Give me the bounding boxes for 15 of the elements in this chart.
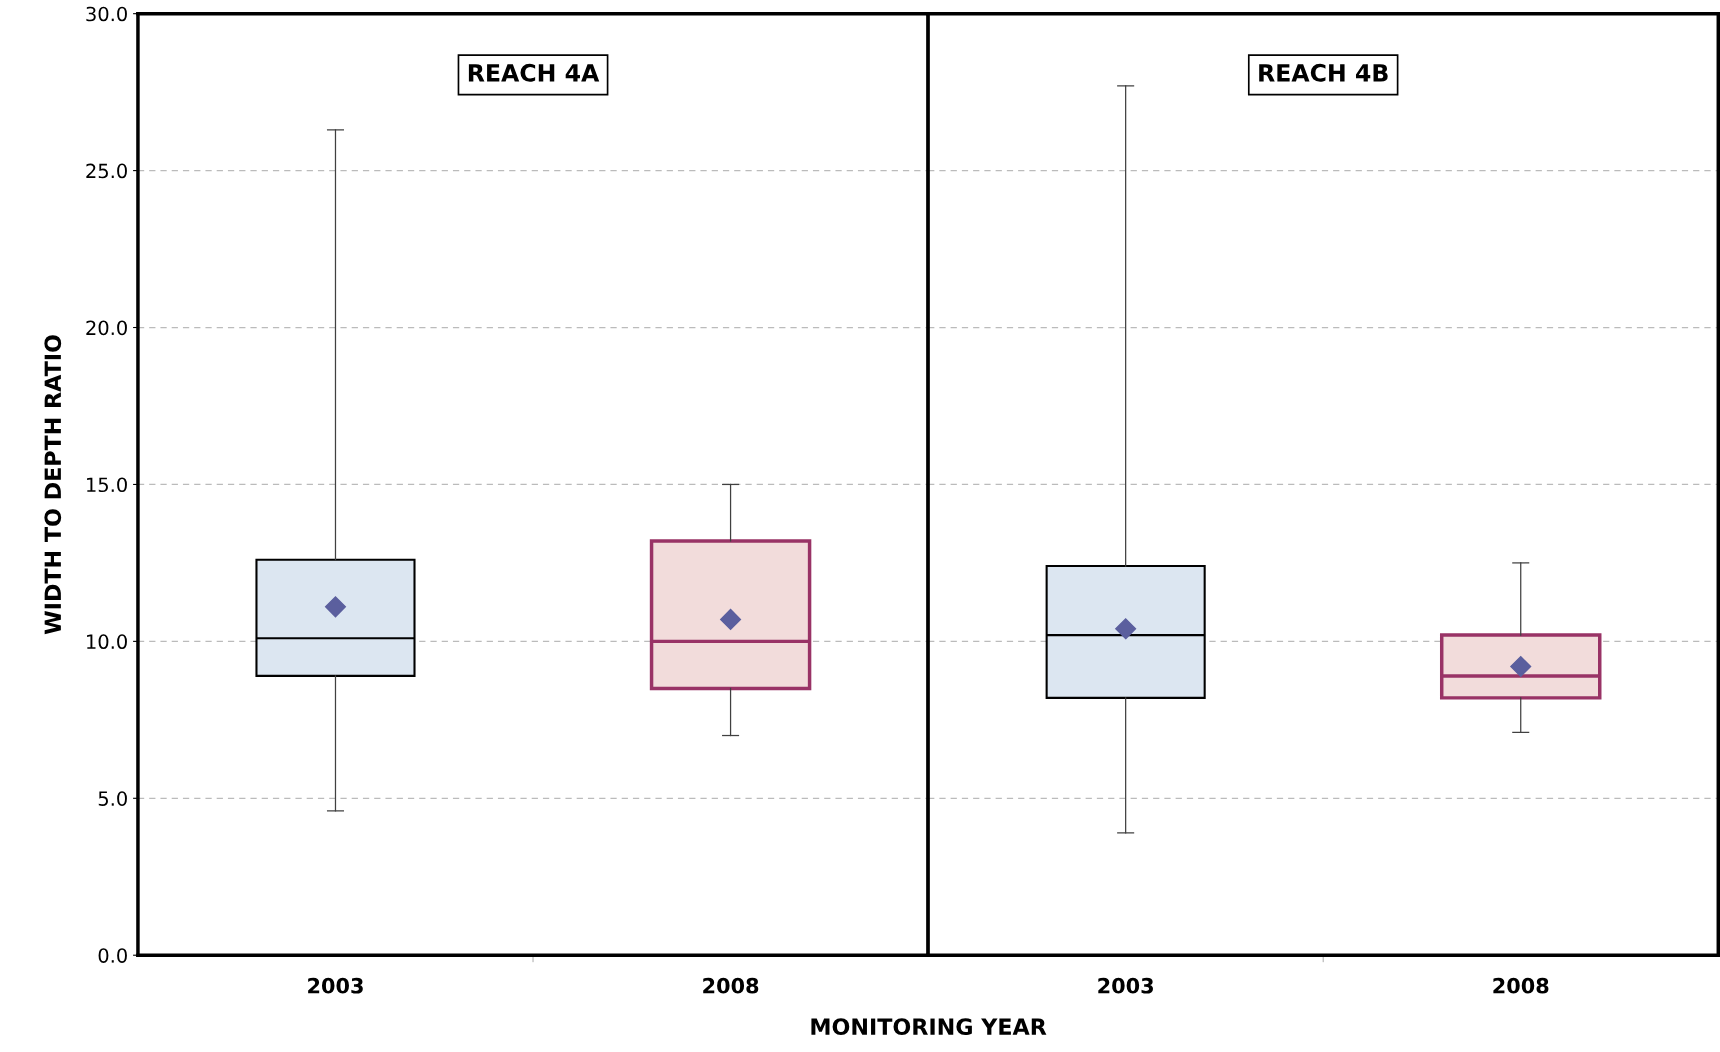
y-tick-label: 15.0 bbox=[87, 477, 127, 493]
x-tick-label: 2008 bbox=[1493, 977, 1549, 994]
y-tick-label: 5.0 bbox=[98, 791, 127, 806]
x-tick-label: 2003 bbox=[1098, 977, 1153, 994]
y-tick-label: 30.0 bbox=[86, 6, 127, 22]
text: REACH 4A bbox=[468, 63, 600, 82]
x-tick-label: 2003 bbox=[308, 977, 363, 994]
y-tick-label: 20.0 bbox=[86, 320, 127, 336]
text: REACH 4B bbox=[1259, 63, 1388, 82]
x-axis-title: MONITORING YEAR bbox=[811, 1018, 1047, 1036]
y-tick-label: 10.0 bbox=[87, 634, 127, 650]
x-tick-label: 2008 bbox=[703, 977, 759, 994]
y-axis-title: WIDTH TO DEPTH RATIO bbox=[44, 335, 62, 635]
y-tick-label: 25.0 bbox=[86, 163, 127, 179]
y-tick-label: 0.0 bbox=[98, 948, 127, 963]
